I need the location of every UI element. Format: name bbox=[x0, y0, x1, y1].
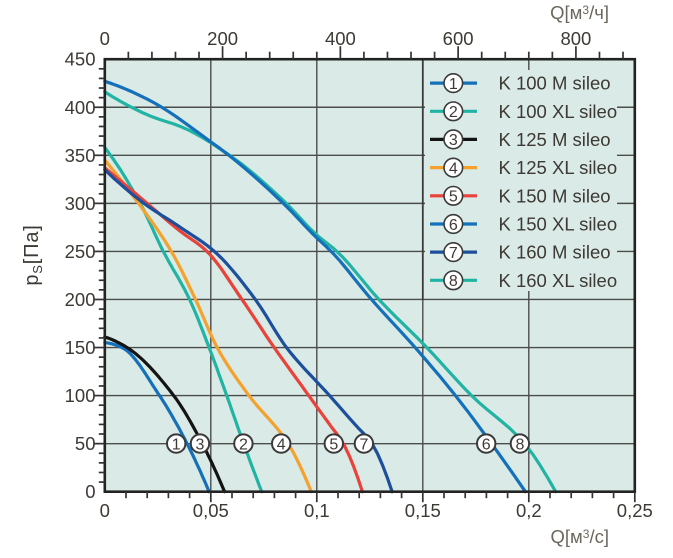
svg-text:0,1: 0,1 bbox=[304, 500, 330, 521]
svg-text:K 160 XL sileo: K 160 XL sileo bbox=[499, 270, 618, 291]
svg-text:800: 800 bbox=[560, 28, 591, 49]
svg-text:7: 7 bbox=[449, 245, 458, 262]
svg-text:8: 8 bbox=[449, 273, 458, 290]
svg-text:0,05: 0,05 bbox=[193, 500, 229, 521]
svg-text:2: 2 bbox=[239, 436, 248, 453]
svg-text:5: 5 bbox=[329, 436, 338, 453]
svg-text:0: 0 bbox=[85, 481, 95, 502]
svg-text:600: 600 bbox=[443, 28, 474, 49]
svg-text:400: 400 bbox=[65, 97, 96, 118]
svg-text:200: 200 bbox=[207, 28, 238, 49]
svg-text:0,25: 0,25 bbox=[617, 500, 653, 521]
svg-text:K 125 M sileo: K 125 M sileo bbox=[499, 129, 611, 150]
svg-text:2: 2 bbox=[449, 104, 458, 121]
svg-text:K 125 XL sileo: K 125 XL sileo bbox=[499, 157, 618, 178]
svg-text:K 150 M sileo: K 150 M sileo bbox=[499, 185, 611, 206]
svg-text:Q[м3​/с]: Q[м3​/с] bbox=[551, 526, 609, 547]
svg-text:8: 8 bbox=[515, 436, 524, 453]
svg-text:6: 6 bbox=[449, 217, 458, 234]
svg-text:250: 250 bbox=[65, 241, 96, 262]
svg-text:3: 3 bbox=[196, 436, 205, 453]
svg-text:Q[м3​/ч]: Q[м3​/ч] bbox=[550, 2, 609, 23]
svg-text:150: 150 bbox=[65, 337, 96, 358]
svg-text:450: 450 bbox=[65, 49, 96, 70]
svg-text:3: 3 bbox=[449, 132, 458, 149]
svg-text:7: 7 bbox=[359, 436, 368, 453]
svg-text:K 100 M sileo: K 100 M sileo bbox=[499, 73, 611, 94]
svg-text:0: 0 bbox=[100, 500, 110, 521]
svg-text:K 150 XL sileo: K 150 XL sileo bbox=[499, 214, 618, 235]
svg-text:0,15: 0,15 bbox=[405, 500, 441, 521]
svg-text:pS[Па]: pS[Па] bbox=[21, 224, 45, 285]
svg-text:K 100 XL sileo: K 100 XL sileo bbox=[499, 101, 618, 122]
svg-text:50: 50 bbox=[75, 433, 96, 454]
svg-text:6: 6 bbox=[482, 436, 491, 453]
svg-text:1: 1 bbox=[449, 76, 458, 93]
svg-text:4: 4 bbox=[277, 436, 286, 453]
svg-text:4: 4 bbox=[449, 160, 458, 177]
svg-text:350: 350 bbox=[65, 145, 96, 166]
svg-text:200: 200 bbox=[65, 289, 96, 310]
svg-text:K 160 M sileo: K 160 M sileo bbox=[499, 242, 611, 263]
svg-text:0,2: 0,2 bbox=[516, 500, 542, 521]
svg-text:100: 100 bbox=[65, 385, 96, 406]
svg-text:0: 0 bbox=[100, 28, 110, 49]
svg-text:400: 400 bbox=[325, 28, 356, 49]
svg-text:300: 300 bbox=[65, 193, 96, 214]
svg-text:1: 1 bbox=[172, 436, 181, 453]
svg-text:5: 5 bbox=[449, 189, 458, 206]
